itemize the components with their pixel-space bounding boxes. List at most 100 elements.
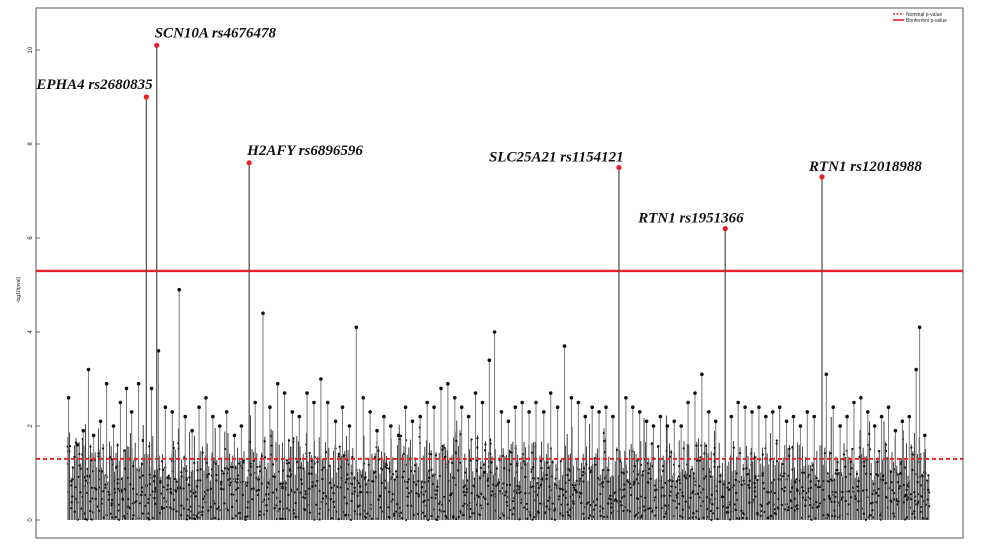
dense-point — [302, 467, 305, 470]
dense-point — [436, 518, 439, 521]
dense-point — [519, 490, 522, 494]
dense-point — [823, 498, 826, 501]
dense-point — [124, 517, 127, 520]
dense-point — [516, 462, 519, 465]
dense-point — [890, 481, 893, 484]
dense-point — [68, 445, 72, 448]
dense-point — [162, 485, 165, 489]
dense-point — [215, 507, 218, 511]
dense-point — [230, 493, 233, 496]
dense-point — [876, 460, 879, 464]
dense-point — [189, 505, 193, 508]
dense-point — [877, 494, 880, 497]
dense-point — [185, 476, 188, 480]
dense-point — [436, 515, 440, 518]
dense-point — [754, 495, 757, 498]
dense-point — [610, 506, 613, 509]
dense-point — [516, 464, 519, 467]
peak-point-65 — [527, 410, 531, 414]
dense-point — [285, 462, 288, 465]
dense-point — [140, 490, 144, 493]
dense-point — [554, 477, 557, 480]
dense-point — [762, 481, 765, 485]
dense-point — [490, 494, 493, 497]
dense-point — [692, 490, 695, 493]
dense-point — [288, 509, 291, 512]
dense-point — [788, 454, 791, 457]
dense-point — [697, 517, 700, 521]
dense-point — [476, 446, 479, 449]
dense-point — [401, 517, 404, 520]
dense-point — [748, 479, 751, 482]
peak-point-105 — [824, 372, 829, 377]
dense-point — [70, 484, 73, 487]
dense-point — [201, 513, 204, 516]
dense-point — [185, 518, 188, 521]
dense-point — [713, 460, 716, 463]
dense-point — [391, 498, 394, 501]
dense-point — [712, 453, 716, 456]
dense-point — [222, 488, 225, 491]
snp-label-5: RTN1 rs12018988 — [808, 159, 922, 175]
dense-point — [486, 479, 489, 482]
dense-point — [738, 516, 741, 520]
dense-point — [430, 496, 433, 499]
dense-point — [234, 488, 238, 491]
dense-point — [160, 505, 164, 509]
dense-point — [727, 506, 730, 509]
dense-point — [801, 471, 804, 474]
dense-point — [509, 463, 513, 466]
dense-point — [628, 510, 632, 513]
dense-point — [111, 498, 114, 502]
dense-point — [796, 489, 799, 492]
dense-point — [166, 488, 169, 491]
dense-point — [107, 498, 110, 501]
dense-point — [296, 488, 299, 491]
dense-point — [441, 444, 444, 448]
dense-point — [102, 490, 105, 493]
dense-point — [196, 485, 199, 488]
dense-point — [462, 490, 465, 494]
dense-point — [102, 516, 105, 519]
dense-point — [836, 469, 839, 472]
dense-point — [532, 477, 535, 480]
dense-point — [713, 446, 716, 450]
peak-point-59 — [487, 358, 492, 363]
dense-point — [338, 445, 341, 448]
peak-point-98 — [770, 410, 775, 414]
dense-point — [252, 459, 256, 462]
dense-point — [698, 459, 702, 462]
dense-point — [402, 470, 406, 473]
dense-point — [525, 502, 529, 505]
y-tick-label-4: 4 — [28, 330, 34, 334]
dense-point — [871, 493, 874, 496]
dense-point — [655, 506, 658, 509]
dense-point — [359, 490, 363, 494]
dense-point — [710, 493, 713, 496]
annotated-point-5 — [819, 174, 825, 180]
dense-point — [681, 508, 684, 511]
dense-point — [518, 518, 521, 521]
dense-point — [129, 483, 132, 486]
dense-point — [780, 487, 783, 491]
peak-point-112 — [872, 424, 877, 428]
dense-point — [437, 502, 441, 506]
dense-point — [275, 504, 278, 507]
dense-point — [607, 480, 610, 483]
dense-point — [654, 514, 657, 517]
dense-point — [324, 494, 328, 498]
dense-point — [388, 516, 391, 519]
dense-point — [185, 478, 188, 481]
dense-point — [489, 442, 492, 445]
dense-point — [642, 505, 646, 508]
dense-point — [498, 490, 502, 493]
peak-point-110 — [859, 396, 863, 400]
peak-point-34 — [312, 400, 316, 405]
dense-point — [904, 518, 907, 521]
dense-point — [782, 475, 785, 478]
dense-point — [202, 497, 205, 501]
dense-point — [727, 511, 730, 514]
dense-point — [152, 480, 156, 483]
dense-point — [77, 475, 80, 478]
dense-point — [187, 508, 190, 511]
